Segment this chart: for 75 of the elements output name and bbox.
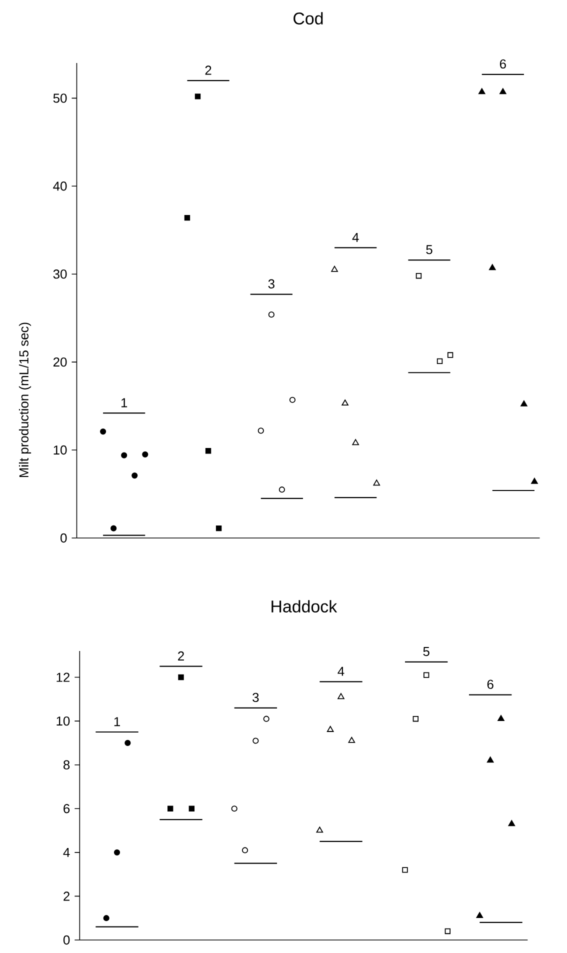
point (263, 716, 270, 722)
y-tick-label: 20 (53, 357, 67, 367)
y-tick-label: 30 (53, 270, 67, 279)
point (402, 867, 408, 873)
y-tick-label: 10 (54, 445, 67, 455)
series-label: 2 (205, 66, 212, 75)
point (188, 806, 195, 812)
series-label: 5 (426, 245, 432, 254)
y-tick-label: 50 (53, 94, 67, 103)
point (178, 674, 184, 680)
point (258, 428, 264, 434)
point (142, 451, 148, 458)
series-label: 1 (114, 717, 120, 726)
y-tick-label: 12 (56, 672, 70, 682)
series-label: 2 (178, 651, 184, 660)
chart-title: Cod (294, 12, 323, 25)
series-label: 6 (500, 59, 506, 69)
point (486, 756, 494, 763)
point (520, 400, 528, 406)
point (231, 806, 238, 812)
y-tick-label: 8 (64, 760, 70, 770)
point (242, 847, 248, 854)
point (316, 826, 324, 833)
point (121, 452, 128, 458)
y-tick-label: 0 (60, 533, 67, 543)
point (488, 264, 496, 270)
point (103, 915, 110, 922)
series-label: 5 (423, 647, 430, 656)
y-tick-label: 10 (56, 716, 70, 726)
point (132, 472, 138, 479)
point (252, 738, 259, 744)
point (500, 88, 506, 94)
y-tick-label: 40 (53, 182, 67, 191)
point (352, 439, 359, 446)
point (373, 480, 380, 486)
point (194, 94, 201, 100)
y-tick-label: 4 (63, 848, 70, 857)
y-axis-title: Milt production (mL/15 sec) (18, 322, 32, 478)
point (216, 525, 222, 532)
point (167, 806, 174, 812)
point (184, 214, 190, 221)
point (444, 928, 451, 934)
point (412, 716, 419, 722)
point (124, 740, 131, 746)
point (289, 396, 296, 403)
point (423, 672, 430, 678)
point (342, 400, 348, 406)
point (278, 486, 285, 493)
point (114, 849, 120, 856)
point (476, 912, 484, 918)
series-label: 4 (338, 666, 344, 676)
point (331, 266, 338, 272)
point (205, 448, 212, 454)
point (447, 352, 454, 358)
y-tick-label: 0 (63, 935, 70, 945)
y-tick-label: 2 (64, 892, 70, 901)
point (478, 88, 486, 94)
series-label: 1 (121, 398, 128, 408)
point (100, 428, 106, 435)
point (268, 312, 274, 318)
point (436, 358, 443, 364)
point (531, 478, 538, 484)
chart-title: Haddock (272, 600, 338, 613)
series-label: 6 (487, 680, 494, 689)
point (326, 726, 334, 732)
point (416, 273, 422, 279)
point (338, 693, 344, 700)
series-label: 3 (268, 279, 274, 288)
point (498, 715, 504, 722)
series-label: 3 (252, 692, 259, 702)
series-label: 4 (352, 232, 359, 242)
point (508, 820, 516, 826)
point (348, 736, 356, 743)
point (110, 525, 117, 532)
y-tick-label: 6 (64, 804, 70, 814)
